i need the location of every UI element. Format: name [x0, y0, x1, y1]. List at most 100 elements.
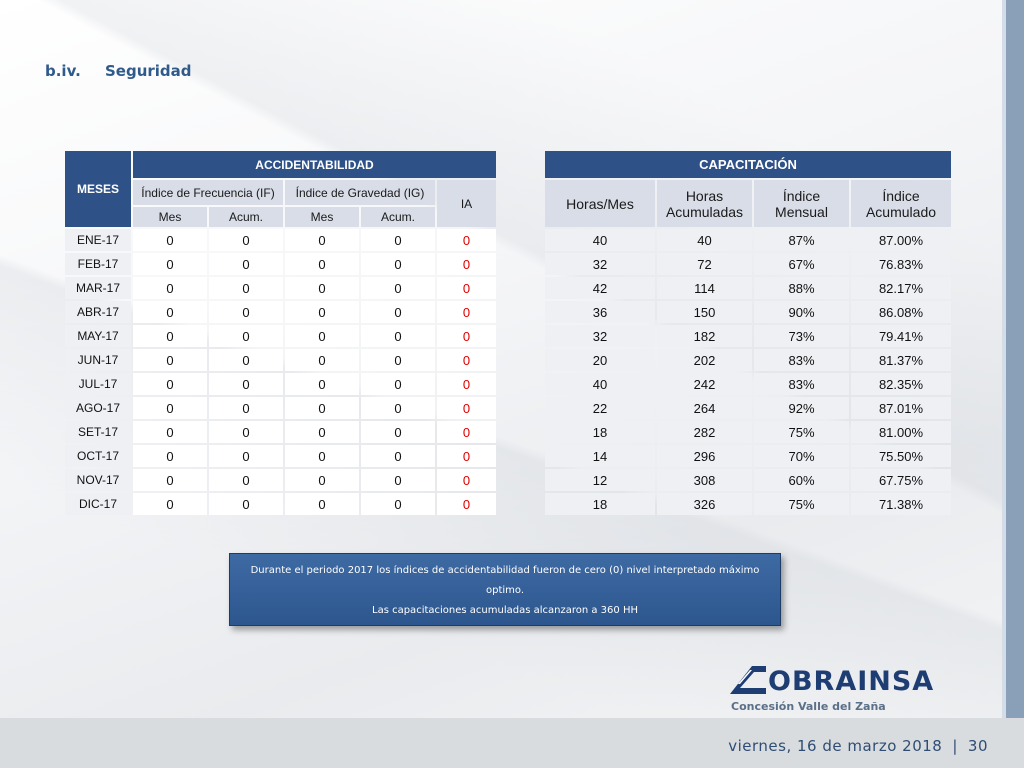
- ig-acum-header: Acum.: [361, 207, 435, 227]
- month-cell: NOV-17: [65, 469, 131, 491]
- capacitacion-cell: 83%: [754, 349, 849, 371]
- note-line-2: optimo.: [485, 585, 525, 596]
- table-row: 40 242 83% 82.35%: [545, 373, 951, 395]
- if-mes-header: Mes: [133, 207, 207, 227]
- capacitacion-cell: 82.35%: [851, 373, 951, 395]
- ig-acum-cell: 0: [361, 253, 435, 275]
- if-acum-cell: 0: [209, 397, 283, 419]
- ig-mes-cell: 0: [285, 421, 359, 443]
- capacitacion-cell: 18: [545, 493, 655, 515]
- capacitacion-cell: 81.37%: [851, 349, 951, 371]
- if-acum-header: Acum.: [209, 207, 283, 227]
- if-mes-cell: 0: [133, 373, 207, 395]
- if-mes-cell: 0: [133, 397, 207, 419]
- table-row: 32 72 67% 76.83%: [545, 253, 951, 275]
- ig-mes-cell: 0: [285, 493, 359, 515]
- section-number: b.iv.: [45, 62, 81, 80]
- table-row: DIC-17 0 0 0 0 0: [65, 493, 496, 515]
- capacitacion-header: CAPACITACIÓN: [545, 151, 951, 178]
- table-row: 40 40 87% 87.00%: [545, 229, 951, 251]
- if-mes-cell: 0: [133, 301, 207, 323]
- if-acum-cell: 0: [209, 301, 283, 323]
- ia-cell: 0: [437, 229, 496, 251]
- ig-acum-cell: 0: [361, 277, 435, 299]
- ig-mes-cell: 0: [285, 373, 359, 395]
- ia-cell: 0: [437, 349, 496, 371]
- table-row: SET-17 0 0 0 0 0: [65, 421, 496, 443]
- capacitacion-cell: 87.01%: [851, 397, 951, 419]
- if-mes-cell: 0: [133, 229, 207, 251]
- ig-acum-cell: 0: [361, 469, 435, 491]
- month-cell: MAR-17: [65, 277, 131, 299]
- logo-subtitle: Concesión Valle del Zaña: [731, 700, 886, 713]
- month-cell: OCT-17: [65, 445, 131, 467]
- capacitacion-cell: 282: [657, 421, 752, 443]
- ig-mes-cell: 0: [285, 445, 359, 467]
- ia-cell: 0: [437, 445, 496, 467]
- month-cell: SET-17: [65, 421, 131, 443]
- capacitacion-col-header: Índice Mensual: [754, 180, 849, 227]
- month-cell: JUL-17: [65, 373, 131, 395]
- accidentabilidad-table: MESES ACCIDENTABILIDAD Índice de Frecuen…: [63, 149, 498, 517]
- ig-mes-header: Mes: [285, 207, 359, 227]
- table-row: 20 202 83% 81.37%: [545, 349, 951, 371]
- capacitacion-cell: 150: [657, 301, 752, 323]
- capacitacion-cell: 32: [545, 325, 655, 347]
- ig-acum-cell: 0: [361, 445, 435, 467]
- capacitacion-cell: 42: [545, 277, 655, 299]
- meses-header: MESES: [65, 151, 131, 227]
- table-row: 36 150 90% 86.08%: [545, 301, 951, 323]
- ia-cell: 0: [437, 493, 496, 515]
- ig-mes-cell: 0: [285, 325, 359, 347]
- capacitacion-cell: 40: [545, 229, 655, 251]
- capacitacion-cell: 32: [545, 253, 655, 275]
- table-row: JUL-17 0 0 0 0 0: [65, 373, 496, 395]
- ia-cell: 0: [437, 397, 496, 419]
- ig-acum-cell: 0: [361, 421, 435, 443]
- table-row: 18 326 75% 71.38%: [545, 493, 951, 515]
- capacitacion-cell: 202: [657, 349, 752, 371]
- ig-header: Índice de Gravedad (IG): [285, 180, 435, 205]
- if-mes-cell: 0: [133, 469, 207, 491]
- ig-acum-cell: 0: [361, 373, 435, 395]
- capacitacion-cell: 242: [657, 373, 752, 395]
- ia-cell: 0: [437, 373, 496, 395]
- capacitacion-cell: 22: [545, 397, 655, 419]
- capacitacion-cell: 60%: [754, 469, 849, 491]
- capacitacion-cell: 12: [545, 469, 655, 491]
- capacitacion-cell: 264: [657, 397, 752, 419]
- table-row: 18 282 75% 81.00%: [545, 421, 951, 443]
- month-cell: MAY-17: [65, 325, 131, 347]
- month-cell: FEB-17: [65, 253, 131, 275]
- table-row: 32 182 73% 79.41%: [545, 325, 951, 347]
- ig-mes-cell: 0: [285, 301, 359, 323]
- table-row: 42 114 88% 82.17%: [545, 277, 951, 299]
- ig-acum-cell: 0: [361, 349, 435, 371]
- capacitacion-cell: 182: [657, 325, 752, 347]
- if-mes-cell: 0: [133, 493, 207, 515]
- table-row: 22 264 92% 87.01%: [545, 397, 951, 419]
- table-row: ABR-17 0 0 0 0 0: [65, 301, 496, 323]
- capacitacion-col-header: Índice Acumulado: [851, 180, 951, 227]
- ig-acum-cell: 0: [361, 397, 435, 419]
- if-acum-cell: 0: [209, 421, 283, 443]
- ig-mes-cell: 0: [285, 277, 359, 299]
- table-row: NOV-17 0 0 0 0 0: [65, 469, 496, 491]
- table-row: ENE-17 0 0 0 0 0: [65, 229, 496, 251]
- ig-mes-cell: 0: [285, 349, 359, 371]
- if-mes-cell: 0: [133, 349, 207, 371]
- capacitacion-cell: 75.50%: [851, 445, 951, 467]
- ia-cell: 0: [437, 469, 496, 491]
- if-header: Índice de Frecuencia (IF): [133, 180, 283, 205]
- capacitacion-cell: 87%: [754, 229, 849, 251]
- month-cell: DIC-17: [65, 493, 131, 515]
- if-acum-cell: 0: [209, 229, 283, 251]
- capacitacion-cell: 296: [657, 445, 752, 467]
- capacitacion-cell: 79.41%: [851, 325, 951, 347]
- month-cell: ABR-17: [65, 301, 131, 323]
- if-acum-cell: 0: [209, 349, 283, 371]
- capacitacion-col-header: Horas Acumuladas: [657, 180, 752, 227]
- obrainsa-logo-icon: [730, 666, 766, 694]
- ig-acum-cell: 0: [361, 229, 435, 251]
- note-line-3: Las capacitaciones acumuladas alcanzaron…: [372, 605, 638, 616]
